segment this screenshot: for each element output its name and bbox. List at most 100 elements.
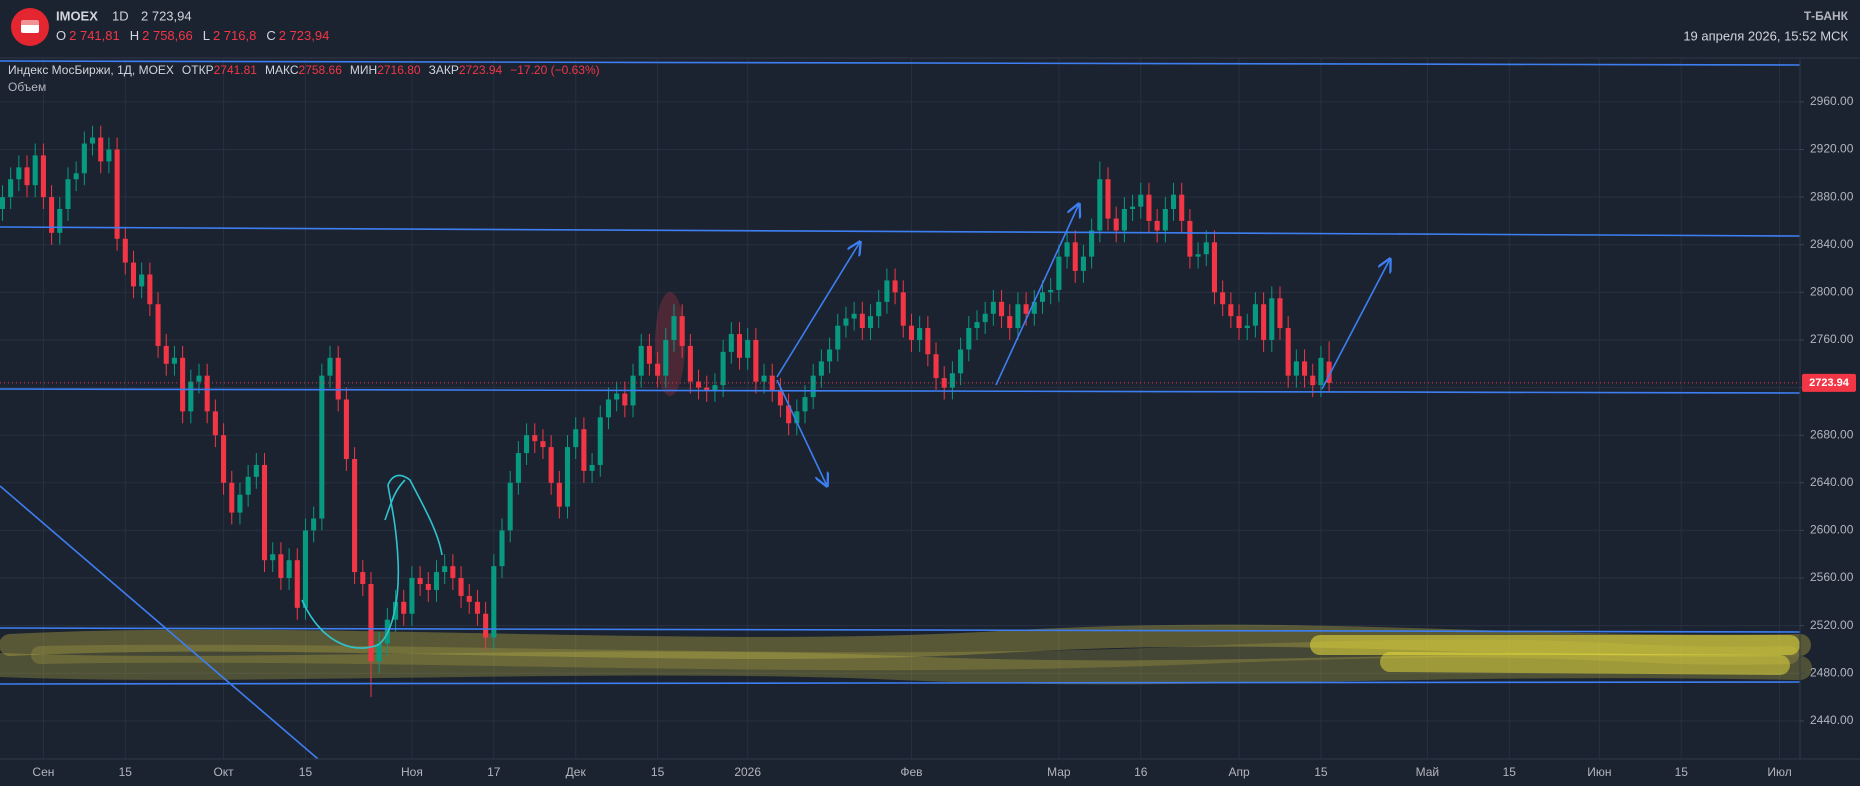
candle-body: [1023, 304, 1029, 314]
trend-line: [0, 681, 1801, 685]
candle-body: [614, 393, 620, 400]
candle-body: [1170, 194, 1177, 209]
candle-body: [24, 167, 30, 186]
candles: [0, 125, 1800, 698]
y-tick-label: 2640.00: [1810, 475, 1854, 489]
brand: Т‑БАНК: [1804, 9, 1849, 23]
candle-body: [843, 318, 849, 326]
candle-body: [884, 280, 890, 302]
candle-body: [335, 357, 341, 400]
ohlc-value: 2 723,94: [279, 28, 330, 43]
candle-body: [605, 399, 612, 418]
ohlc-value: 2 716,8: [213, 28, 256, 43]
candle-body: [221, 435, 227, 483]
candle-body: [679, 316, 685, 346]
candle-body: [8, 179, 14, 198]
candle-body: [114, 149, 120, 239]
candle-body: [376, 643, 382, 662]
candle-body: [753, 339, 759, 382]
candle-body: [1195, 254, 1201, 257]
ohlc-label: H: [130, 28, 139, 43]
candle-body: [745, 339, 751, 358]
x-tick-label: Июл: [1767, 765, 1791, 779]
candle-body: [859, 313, 865, 329]
x-tick-label: 15: [1675, 765, 1689, 779]
legend-name: Индекс МосБиржи, 1Д, MOEX: [8, 63, 174, 77]
candle-body: [524, 435, 530, 454]
y-tick-label: 2960.00: [1810, 94, 1854, 108]
axes: 2440.00 2480.00 2520.00 2560.00 2600.00 2640.…: [32, 94, 1856, 779]
datetime: 19 апреля 2026, 15:52 МСК: [1683, 28, 1848, 43]
candle-body: [483, 613, 489, 638]
candle-body: [1080, 256, 1086, 271]
legend-value: 2741.81: [214, 63, 258, 77]
trend-line: [0, 388, 1801, 394]
candle-body: [1162, 209, 1168, 231]
candle-body: [999, 301, 1005, 317]
candle-body: [1252, 304, 1258, 326]
candle-body: [106, 149, 112, 162]
candle-body: [1121, 209, 1127, 231]
arrow: [1321, 259, 1390, 390]
candle-body: [736, 334, 743, 358]
candle-body: [1236, 316, 1242, 329]
candle-body: [974, 322, 980, 329]
candle-body: [0, 197, 5, 209]
candle-body: [827, 349, 833, 362]
candle-body: [16, 167, 22, 180]
candle-body: [900, 292, 906, 326]
candle-body: [229, 482, 235, 513]
candle-body: [155, 304, 161, 346]
candle-body: [49, 197, 55, 233]
candle-body: [1048, 289, 1054, 293]
ohlc-value: 2 741,81: [69, 28, 120, 43]
legend-value: 2716.80: [377, 63, 421, 77]
candle-body: [1326, 361, 1332, 383]
candle-body: [294, 560, 300, 608]
x-tick-label: 15: [299, 765, 313, 779]
candle-body: [933, 354, 939, 379]
x-tick-label: 15: [651, 765, 665, 779]
candle-body: [982, 313, 988, 323]
logo-mark: [21, 20, 39, 25]
candle-body: [1228, 304, 1234, 317]
legend-change: −17.20 (−0.63%): [510, 63, 599, 77]
ohlc-label: O: [56, 28, 66, 43]
candle-body: [499, 530, 505, 567]
legend-value: 2723.94: [459, 63, 503, 77]
x-tick-label: 17: [487, 765, 501, 779]
ohlc-label: L: [203, 28, 210, 43]
x-tick-label: Фев: [900, 765, 922, 779]
candle-body: [270, 554, 276, 561]
candle-body: [802, 397, 808, 412]
last-price: 2 723,94: [141, 8, 192, 23]
x-tick-label: 2026: [734, 765, 761, 779]
candle-body: [278, 554, 284, 579]
y-tick-label: 2880.00: [1810, 189, 1854, 203]
candle-body: [393, 601, 399, 620]
y-tick-label: 2760.00: [1810, 332, 1854, 346]
x-tick-label: Сен: [32, 765, 54, 779]
x-tick-label: 15: [1503, 765, 1517, 779]
candle-body: [1244, 325, 1250, 329]
y-tick-label: 2600.00: [1810, 523, 1854, 537]
candle-body: [1089, 230, 1095, 257]
candle-body: [491, 566, 497, 638]
interval: 1D: [112, 8, 129, 23]
candle-body: [302, 530, 308, 608]
candle-body: [171, 357, 177, 364]
y-tick-label: 2480.00: [1810, 665, 1854, 679]
x-tick-label: 15: [119, 765, 133, 779]
arrow: [776, 379, 827, 486]
candle-body: [360, 572, 366, 584]
candle-body: [892, 280, 898, 293]
drawings: [0, 60, 1801, 760]
candle-body: [163, 345, 169, 364]
x-tick-label: Ноя: [401, 765, 423, 779]
legend-key: МАКС: [265, 63, 299, 77]
candle-body: [1105, 179, 1111, 219]
candle-body: [908, 325, 915, 340]
candle-body: [130, 262, 137, 287]
